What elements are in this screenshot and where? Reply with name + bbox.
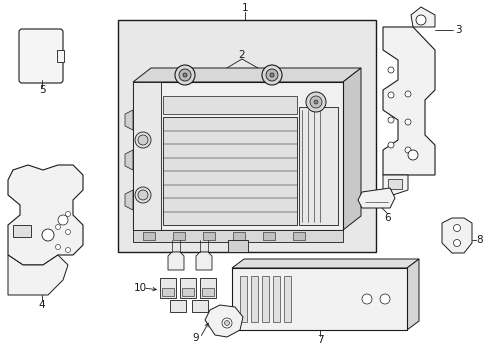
Bar	[200, 278, 216, 298]
Circle shape	[415, 15, 425, 25]
Bar	[203, 232, 215, 240]
Circle shape	[313, 100, 317, 104]
FancyBboxPatch shape	[19, 29, 63, 83]
Polygon shape	[231, 259, 418, 268]
Polygon shape	[168, 252, 183, 270]
Text: 1: 1	[241, 3, 248, 13]
Bar	[292, 232, 305, 240]
Text: 10: 10	[133, 283, 146, 293]
Bar	[284, 276, 290, 322]
Polygon shape	[8, 255, 68, 295]
Polygon shape	[57, 50, 64, 62]
Bar	[272, 276, 280, 322]
Bar	[162, 288, 174, 296]
Circle shape	[305, 92, 325, 112]
Text: 3: 3	[454, 25, 460, 35]
Circle shape	[452, 239, 460, 247]
Text: 7: 7	[316, 335, 323, 345]
Polygon shape	[125, 190, 133, 210]
Bar	[231, 268, 406, 330]
Polygon shape	[204, 305, 243, 337]
Bar	[142, 232, 155, 240]
Bar	[240, 276, 246, 322]
Circle shape	[65, 230, 70, 234]
Circle shape	[407, 150, 417, 160]
Circle shape	[262, 65, 282, 85]
Polygon shape	[410, 7, 434, 27]
Circle shape	[65, 211, 70, 216]
Circle shape	[387, 92, 393, 98]
Bar	[173, 232, 184, 240]
Bar	[262, 276, 268, 322]
Bar	[133, 82, 161, 230]
Circle shape	[55, 244, 61, 249]
Circle shape	[55, 225, 61, 230]
Circle shape	[138, 190, 148, 200]
Circle shape	[387, 67, 393, 73]
Bar	[263, 232, 274, 240]
Bar	[118, 20, 375, 252]
Bar	[227, 240, 247, 252]
Polygon shape	[406, 259, 418, 330]
Text: 2: 2	[238, 50, 245, 60]
Circle shape	[65, 248, 70, 252]
Bar	[13, 225, 31, 237]
Circle shape	[387, 117, 393, 123]
Circle shape	[42, 229, 54, 241]
Circle shape	[309, 96, 321, 108]
Circle shape	[224, 320, 229, 325]
Bar	[133, 230, 342, 242]
Bar	[298, 107, 337, 225]
Circle shape	[387, 142, 393, 148]
Circle shape	[138, 135, 148, 145]
Polygon shape	[382, 27, 434, 175]
Polygon shape	[125, 110, 133, 130]
Bar	[163, 96, 296, 114]
Bar	[180, 278, 196, 298]
Bar	[192, 300, 207, 312]
Bar	[160, 278, 176, 298]
Text: 9: 9	[192, 333, 199, 343]
Circle shape	[175, 65, 195, 85]
Polygon shape	[196, 252, 212, 270]
Polygon shape	[382, 175, 407, 195]
Circle shape	[183, 73, 186, 77]
Circle shape	[361, 294, 371, 304]
Text: 6: 6	[384, 213, 390, 223]
Circle shape	[379, 294, 389, 304]
Circle shape	[404, 119, 410, 125]
Circle shape	[135, 132, 151, 148]
Circle shape	[452, 225, 460, 231]
Circle shape	[404, 147, 410, 153]
Polygon shape	[133, 68, 360, 82]
Polygon shape	[342, 68, 360, 230]
Circle shape	[179, 69, 191, 81]
Bar	[182, 288, 194, 296]
Text: 8: 8	[476, 235, 482, 245]
Text: 5: 5	[39, 85, 45, 95]
Circle shape	[265, 69, 278, 81]
Polygon shape	[357, 188, 394, 208]
Polygon shape	[8, 165, 83, 265]
Bar	[232, 232, 244, 240]
Circle shape	[58, 215, 68, 225]
Bar	[202, 288, 214, 296]
Circle shape	[222, 318, 231, 328]
Circle shape	[135, 187, 151, 203]
Bar	[387, 179, 401, 189]
Circle shape	[404, 91, 410, 97]
Bar	[133, 82, 342, 230]
Text: 4: 4	[39, 300, 45, 310]
Polygon shape	[441, 218, 471, 253]
Polygon shape	[125, 150, 133, 170]
Bar	[250, 276, 258, 322]
Polygon shape	[299, 71, 309, 79]
Bar	[163, 117, 296, 225]
Circle shape	[269, 73, 273, 77]
Bar	[170, 300, 185, 312]
